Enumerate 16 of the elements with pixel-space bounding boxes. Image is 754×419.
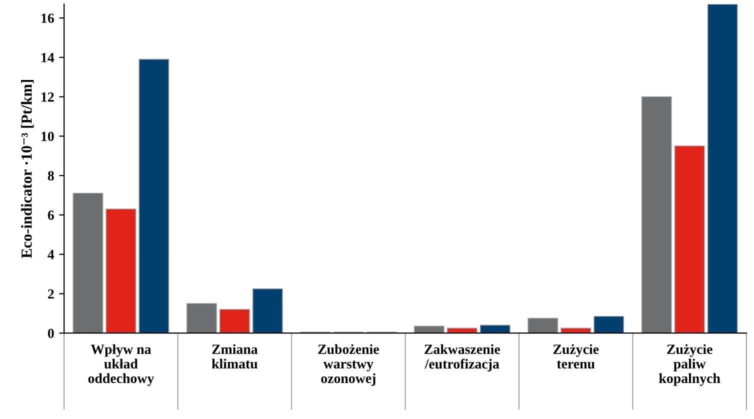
y-tick-label: 6 (48, 210, 54, 220)
y-tick-label: 14 (42, 53, 54, 62)
y-tick-label: 16 (42, 14, 54, 23)
x-tick-label: Zmiana klimatu (212, 344, 258, 369)
y-tick-label: 0 (48, 328, 54, 338)
y-tick-label: 10 (42, 132, 54, 142)
x-tick-label: Zubożenie warstwy ozonowej (318, 344, 379, 386)
y-tick-label: 12 (42, 92, 54, 102)
y-axis-title: Eco-indicator ·10⁻³ [Pt/km] (21, 80, 34, 258)
y-tick-label: 8 (48, 171, 54, 180)
x-tick-label: Zużycie paliw kopalnych (659, 344, 720, 386)
y-tick-label: 4 (48, 250, 54, 260)
x-tick-label: Zużycie terenu (553, 344, 599, 369)
y-tick-label: 2 (48, 289, 54, 299)
x-tick-label: Wpływ na układ oddechowy (88, 344, 154, 386)
x-tick-label: Zakwaszenie /eutrofizacja (424, 344, 500, 372)
